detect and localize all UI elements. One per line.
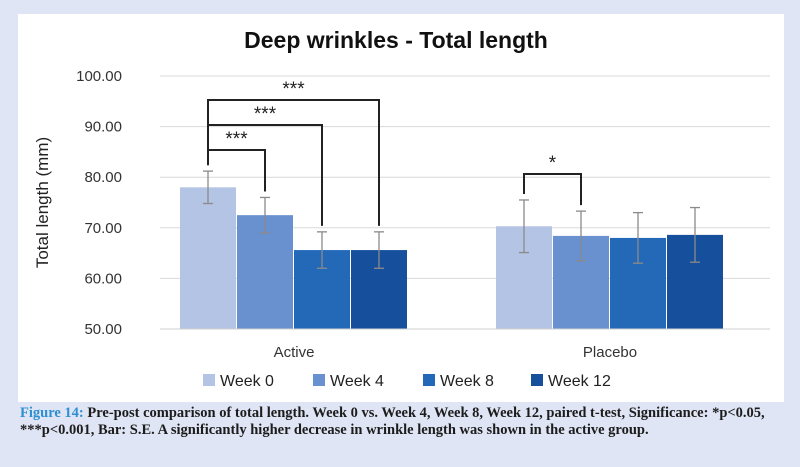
significance-marker: * xyxy=(549,153,557,174)
significance-marker: *** xyxy=(254,104,277,125)
y-tick-label: 70.00 xyxy=(84,220,122,237)
bar-chart: Deep wrinkles - Total length Total length… xyxy=(33,27,770,390)
legend-label: Week 8 xyxy=(440,373,494,390)
y-axis-label: Total length (mm) xyxy=(33,137,52,268)
legend-swatch xyxy=(203,374,215,386)
legend-label: Week 0 xyxy=(220,373,274,390)
y-tick-label: 50.00 xyxy=(84,321,122,338)
chart-title: Deep wrinkles - Total length xyxy=(244,27,548,53)
significance-marker: *** xyxy=(225,129,248,150)
y-tick-label: 90.00 xyxy=(84,119,122,136)
bar xyxy=(237,215,293,329)
figure-caption: Figure 14: Pre-post comparison of total … xyxy=(20,405,782,439)
significance-bracket xyxy=(207,149,266,192)
significance-bracket xyxy=(207,99,380,226)
legend-swatch xyxy=(531,374,543,386)
significance-marker: *** xyxy=(282,79,305,100)
x-category-label: Active xyxy=(274,344,315,361)
y-tick-label: 100.00 xyxy=(76,68,122,85)
legend-label: Week 4 xyxy=(330,373,384,390)
legend-swatch xyxy=(313,374,325,386)
legend-swatch xyxy=(423,374,435,386)
y-tick-label: 60.00 xyxy=(84,270,122,287)
caption-label: Figure 14: xyxy=(20,405,84,421)
chart-panel: Deep wrinkles - Total length Total length… xyxy=(18,14,784,402)
caption-text: Pre-post comparison of total length. Wee… xyxy=(20,405,765,438)
y-tick-label: 80.00 xyxy=(84,169,122,186)
x-category-label: Placebo xyxy=(583,344,637,361)
bar xyxy=(180,187,236,329)
legend-label: Week 12 xyxy=(548,373,611,390)
significance-bracket xyxy=(523,173,582,206)
